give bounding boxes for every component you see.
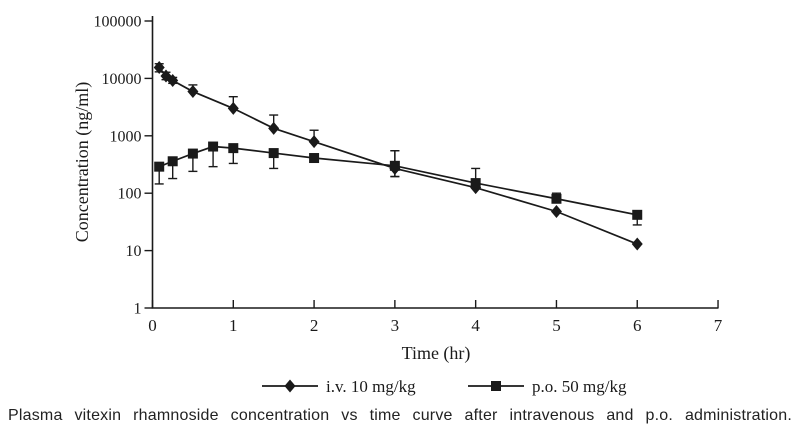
data-point-square	[309, 153, 320, 164]
y-tick-label: 10000	[102, 71, 142, 88]
data-point-square	[551, 193, 562, 204]
data-point-diamond	[153, 60, 165, 74]
x-tick-label: 2	[310, 316, 319, 335]
data-point-square	[389, 160, 400, 171]
x-tick-label: 4	[471, 316, 480, 335]
data-point-square	[632, 209, 643, 220]
legend-label: i.v. 10 mg/kg	[326, 377, 416, 396]
x-axis-title: Time (hr)	[402, 343, 471, 364]
series-line-diamond	[158, 66, 638, 245]
data-point-square	[154, 161, 165, 172]
y-tick-label: 1000	[110, 128, 142, 145]
data-point-square	[470, 178, 481, 189]
y-tick-label: 1	[134, 301, 142, 318]
x-tick-label: 7	[714, 316, 723, 335]
legend-square-marker	[491, 381, 501, 391]
data-point-diamond	[550, 204, 562, 218]
figure-caption: Plasma vitexin rhamnoside concentration …	[8, 407, 792, 424]
x-tick-label: 1	[229, 316, 238, 335]
data-point-diamond	[227, 101, 239, 115]
y-tick-label: 10	[126, 243, 142, 260]
x-tick-label: 3	[391, 316, 400, 335]
data-point-square	[268, 148, 279, 159]
data-point-square	[228, 143, 239, 154]
x-tick-label: 5	[552, 316, 561, 335]
y-tick-label: 100	[118, 186, 142, 203]
data-point-diamond	[308, 135, 320, 149]
x-tick-label: 6	[633, 316, 642, 335]
data-point-square	[187, 148, 198, 159]
x-tick-label: 0	[148, 316, 157, 335]
data-point-square	[167, 156, 178, 167]
data-point-square	[208, 141, 219, 152]
data-point-diamond	[187, 85, 199, 99]
series-line-square	[158, 145, 638, 216]
y-tick-label: 100000	[94, 14, 142, 31]
data-point-diamond	[167, 73, 179, 87]
data-point-diamond	[268, 121, 280, 135]
y-axis-title: Concentration (ng/ml)	[72, 82, 93, 242]
data-point-diamond	[631, 237, 643, 251]
legend-label: p.o. 50 mg/kg	[532, 377, 627, 396]
legend-diamond-marker	[284, 379, 296, 393]
